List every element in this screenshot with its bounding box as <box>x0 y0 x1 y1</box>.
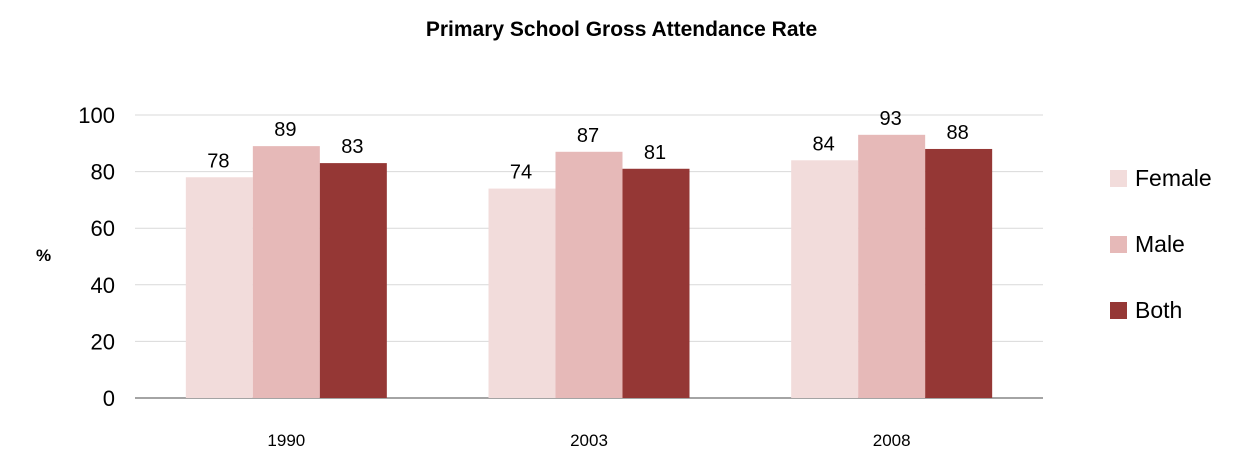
data-label: 84 <box>813 133 835 155</box>
bar-both-2003 <box>622 168 690 398</box>
legend-item-female: Female <box>1110 145 1212 211</box>
legend-swatch-female <box>1110 169 1127 187</box>
data-label: 83 <box>341 136 363 158</box>
y-tick-label: 100 <box>78 103 115 128</box>
y-tick-label: 0 <box>103 386 115 411</box>
x-tick-label: 1990 <box>267 431 305 450</box>
legend-label-both: Both <box>1135 296 1183 323</box>
legend-label-female: Female <box>1135 164 1212 191</box>
bar-male-2008 <box>858 134 926 398</box>
y-tick-label: 20 <box>91 329 115 354</box>
data-label: 93 <box>880 108 902 130</box>
bar-female-1990 <box>185 177 253 398</box>
legend-swatch-male <box>1110 235 1127 253</box>
legend: Female Male Both <box>1110 145 1212 343</box>
legend-swatch-both <box>1110 301 1127 319</box>
y-tick-label: 80 <box>91 160 115 185</box>
bar-both-1990 <box>319 163 387 398</box>
data-label: 88 <box>947 122 969 144</box>
bar-female-2003 <box>488 188 556 398</box>
data-label: 81 <box>644 142 666 164</box>
x-tick-label: 2003 <box>570 431 608 450</box>
bar-male-2003 <box>555 151 623 398</box>
legend-label-male: Male <box>1135 230 1185 257</box>
data-label: 78 <box>207 150 229 172</box>
y-tick-label: 40 <box>91 273 115 298</box>
y-axis-label: % <box>36 246 52 265</box>
chart-title: Primary School Gross Attendance Rate <box>425 18 818 41</box>
legend-item-both: Both <box>1110 277 1212 343</box>
data-label: 87 <box>577 125 599 147</box>
data-label: 89 <box>274 119 296 141</box>
data-label: 74 <box>510 162 532 184</box>
bar-male-1990 <box>252 146 320 398</box>
bar-both-2008 <box>925 148 993 398</box>
x-tick-label: 2008 <box>873 431 911 450</box>
bar-female-2008 <box>791 160 859 398</box>
legend-item-male: Male <box>1110 211 1212 277</box>
y-tick-label: 60 <box>91 216 115 241</box>
